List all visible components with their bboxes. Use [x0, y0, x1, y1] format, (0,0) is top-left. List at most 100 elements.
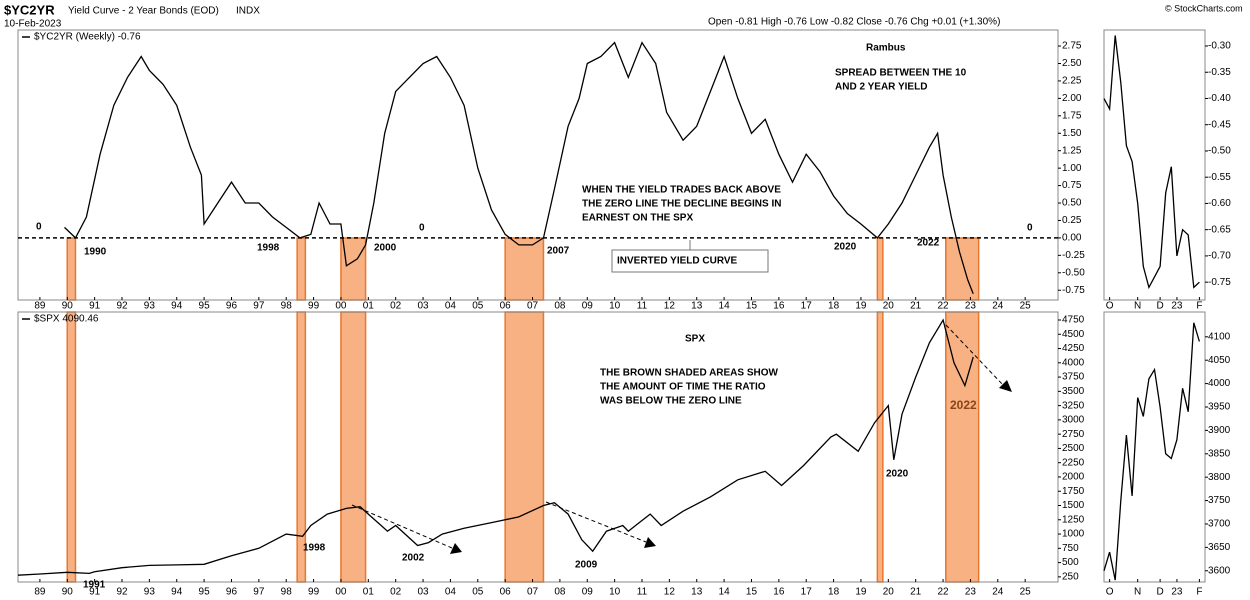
x-tick-label: 23 [965, 587, 977, 598]
x-tick-label: 95 [199, 587, 211, 598]
y-tick-label: 750 [1062, 543, 1079, 554]
x-tick-label: 17 [801, 587, 813, 598]
annotation: THE ZERO LINE THE DECLINE BEGINS IN [582, 199, 781, 210]
y-tick-label: 3750 [1208, 495, 1231, 506]
x-tick-label: F [1196, 587, 1202, 598]
x-tick-label: 15 [746, 301, 758, 312]
y-tick-label: 3850 [1208, 448, 1231, 459]
x-tick-label: 10 [609, 587, 621, 598]
y-tick-label: 1.25 [1062, 145, 1082, 156]
x-tick-label: 19 [855, 587, 867, 598]
x-tick-label: 89 [34, 587, 46, 598]
shaded-period [66, 311, 77, 583]
y-tick-label: 3700 [1208, 519, 1231, 530]
annotation: 2022 [917, 238, 940, 249]
y-tick-label: 3600 [1208, 565, 1231, 576]
x-tick-label: 98 [281, 301, 293, 312]
chart-title: Yield Curve - 2 Year Bonds (EOD) [68, 6, 219, 17]
annotation: AND 2 YEAR YIELD [835, 82, 927, 93]
annotation: EARNEST ON THE SPX [582, 213, 693, 224]
shaded-period [66, 237, 77, 301]
annotation: 2009 [575, 560, 598, 571]
y-tick-label: -0.40 [1208, 93, 1231, 104]
annotation: 2020 [886, 469, 909, 480]
y-tick-label: 0.50 [1062, 198, 1082, 209]
y-tick-label: 4100 [1208, 331, 1231, 342]
x-tick-label: 11 [637, 587, 648, 598]
x-tick-label: 90 [62, 587, 74, 598]
x-tick-label: 95 [199, 301, 211, 312]
x-tick-label: 03 [417, 301, 429, 312]
x-tick-label: 21 [910, 587, 922, 598]
x-tick-label: 20 [883, 587, 895, 598]
y-tick-label: -0.50 [1062, 267, 1085, 278]
annotation: INVERTED YIELD CURVE [617, 256, 738, 267]
y-tick-label: 2500 [1062, 443, 1085, 454]
annotation: 2000 [374, 243, 397, 254]
y-tick-label: 2.75 [1062, 41, 1082, 52]
trend-line [945, 324, 1005, 387]
y-tick-label: 0.75 [1062, 180, 1082, 191]
x-tick-label: 25 [1020, 587, 1032, 598]
y-tick-label: 3750 [1062, 372, 1085, 383]
x-tick-label: 22 [937, 587, 949, 598]
x-tick-label: F [1196, 301, 1202, 312]
annotation: 2002 [402, 553, 425, 564]
x-tick-label: 14 [719, 587, 731, 598]
x-tick-label: 06 [500, 587, 512, 598]
plot-frame [1103, 29, 1206, 301]
x-tick-label: 25 [1020, 301, 1032, 312]
y-tick-label: -0.50 [1208, 146, 1231, 157]
x-tick-label: 00 [335, 301, 347, 312]
annotation: 0 [1027, 223, 1033, 234]
arrow-head [999, 380, 1012, 392]
symbol: $YC2YR [4, 2, 55, 17]
trend-line [545, 501, 647, 543]
annotation: 1998 [257, 243, 280, 254]
arrow-head [450, 543, 462, 554]
x-tick-label: 98 [281, 587, 293, 598]
x-tick-label: 15 [746, 587, 758, 598]
x-tick-label: 01 [363, 301, 375, 312]
y-tick-label: 1500 [1062, 500, 1085, 511]
x-tick-label: 92 [116, 587, 128, 598]
annotation: THE AMOUNT OF TIME THE RATIO [600, 382, 766, 393]
x-tick-label: N [1134, 301, 1141, 312]
x-tick-label: 99 [308, 587, 320, 598]
annotation: 1991 [83, 580, 106, 591]
x-tick-label: 12 [664, 587, 676, 598]
x-tick-label: 24 [992, 587, 1004, 598]
price-line [64, 41, 974, 294]
exchange: INDX [236, 6, 260, 17]
shaded-period [340, 311, 367, 583]
x-tick-label: 12 [664, 301, 676, 312]
x-tick-label: 21 [910, 301, 922, 312]
x-tick-label: 94 [171, 587, 183, 598]
x-tick-label: 93 [144, 587, 156, 598]
y-tick-label: 1000 [1062, 529, 1085, 540]
x-tick-label: 02 [390, 587, 402, 598]
x-tick-label: 90 [62, 301, 74, 312]
price-line [1103, 35, 1200, 290]
annotation: THE BROWN SHADED AREAS SHOW [600, 368, 779, 379]
annotation: Rambus [866, 43, 906, 54]
annotation: 1998 [303, 543, 326, 554]
y-tick-label: -0.45 [1208, 119, 1231, 130]
y-tick-label: 2250 [1062, 457, 1085, 468]
x-tick-label: 23 [1171, 587, 1183, 598]
plot-frame [1103, 311, 1206, 583]
y-tick-label: -0.35 [1208, 67, 1231, 78]
y-tick-label: -0.60 [1208, 198, 1231, 209]
y-tick-label: 0.25 [1062, 215, 1082, 226]
y-tick-label: 1250 [1062, 514, 1085, 525]
price-line [17, 318, 974, 576]
x-tick-label: 14 [719, 301, 731, 312]
x-tick-label: 96 [226, 587, 238, 598]
x-tick-label: 23 [965, 301, 977, 312]
annotation: SPX [685, 334, 705, 345]
x-tick-label: 08 [554, 301, 566, 312]
arrow-heads [450, 380, 1012, 554]
y-tick-label: 2.50 [1062, 58, 1082, 69]
x-tick-label: 05 [472, 587, 484, 598]
